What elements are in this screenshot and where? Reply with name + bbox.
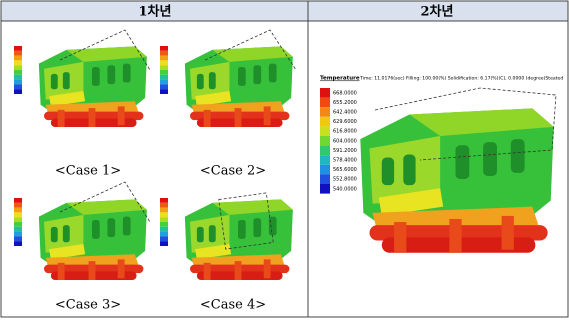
legend-swatch xyxy=(320,88,330,98)
case-image xyxy=(14,29,151,127)
legend-value: 540.0000 xyxy=(333,186,357,192)
result-image xyxy=(360,87,557,253)
header-cell: 1차년 xyxy=(139,4,172,20)
legend-swatch xyxy=(320,107,330,117)
legend-value: 552.8000 xyxy=(333,177,357,183)
legend-value: 668.0000 xyxy=(333,90,357,96)
legend-swatch xyxy=(320,155,330,165)
legend-swatch xyxy=(320,126,330,136)
header-cell: 2차년 xyxy=(421,4,454,20)
legend-value: 629.6000 xyxy=(333,119,357,125)
header-row xyxy=(1,1,568,21)
legend-value: 604.0000 xyxy=(333,138,357,144)
legend-value: 578.4000 xyxy=(333,158,357,164)
legend-swatch xyxy=(320,136,330,146)
legend-value: 642.4000 xyxy=(333,110,357,116)
case-caption: <Case 1> xyxy=(55,164,121,179)
case-caption: <Case 3> xyxy=(55,298,121,313)
legend-value: 616.8000 xyxy=(333,129,357,135)
case-caption: <Case 4> xyxy=(200,298,266,313)
legend-swatch xyxy=(320,184,330,194)
legend: 668.0000 655.2000 642.4000 629.6000 616.8000… xyxy=(320,88,357,194)
legend-value: 591.2000 xyxy=(333,148,357,154)
case-caption: <Case 2> xyxy=(200,164,266,179)
case-image xyxy=(160,192,293,280)
legend-swatch xyxy=(320,97,330,108)
legend-value: 565.6000 xyxy=(333,167,357,173)
legend-swatch xyxy=(320,164,330,175)
image-info: Time: 11.0176(sec) Filling: 100.00(%) So… xyxy=(359,76,563,82)
case-image xyxy=(160,29,297,127)
legend-title: Temperature xyxy=(320,76,360,82)
legend-swatch xyxy=(320,174,330,184)
case-image xyxy=(14,181,151,280)
legend-swatch xyxy=(320,145,330,156)
legend-value: 655.2000 xyxy=(333,100,357,106)
legend-swatch xyxy=(320,116,330,127)
